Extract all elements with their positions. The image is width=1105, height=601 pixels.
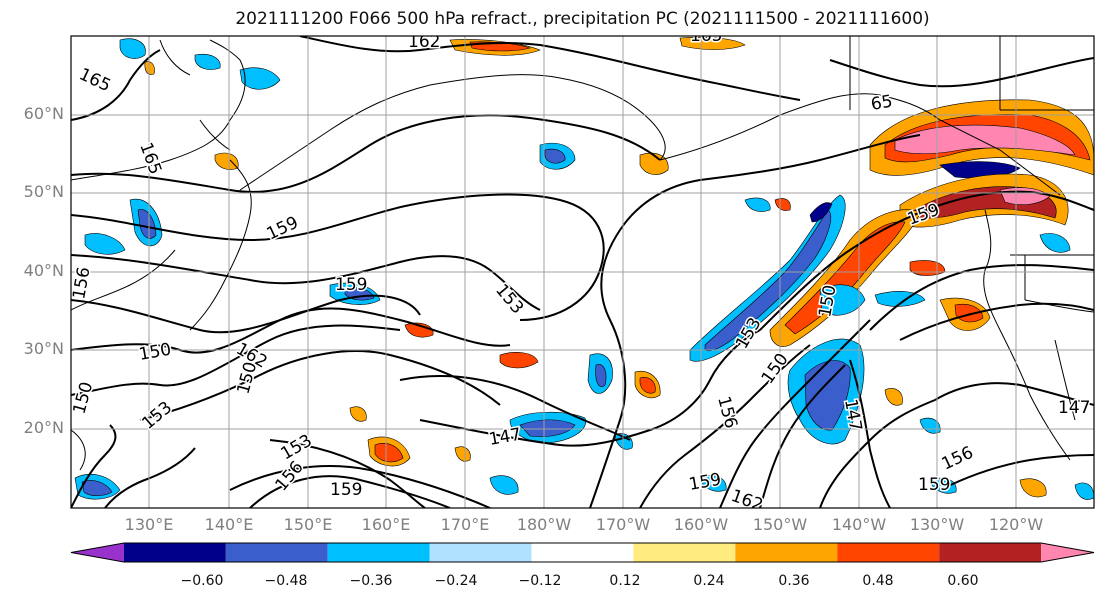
colorbar-segment [837, 543, 940, 562]
colorbar-segment [633, 543, 736, 562]
colorbar-segment [225, 543, 328, 562]
contour-label: 162 [408, 32, 440, 52]
colorbar-tick-label: 0.36 [778, 573, 810, 589]
colorbar-tick-label: 0.12 [609, 573, 641, 589]
lon-label: 130°E [124, 515, 174, 534]
map-title: 2021111200 F066 500 hPa refract., precip… [235, 9, 930, 29]
colorbar-tick-label: −0.24 [434, 573, 478, 589]
colorbar-tick-label: 0.60 [947, 573, 979, 589]
lon-label: 160°E [361, 515, 411, 534]
lon-label: 150°W [752, 515, 808, 534]
contour-label: 159 [330, 480, 362, 500]
contour-label: 65 [869, 91, 894, 114]
lon-label: 170°W [595, 515, 651, 534]
lon-label: 140°E [204, 515, 254, 534]
lat-label: 50°N [23, 182, 64, 201]
lon-label: 150°E [283, 515, 333, 534]
contour-label: 159 [687, 470, 722, 495]
colorbar [70, 542, 1095, 563]
colorbar-segment [735, 543, 838, 562]
lon-label: 170°E [440, 515, 490, 534]
colorbar-segment [71, 543, 124, 562]
lat-label: 20°N [23, 418, 64, 437]
colorbar-tick-label: −0.36 [349, 573, 393, 589]
refractivity-contours [71, 36, 1094, 508]
colorbar-tick-label: 0.24 [693, 573, 725, 589]
contour-label: 159 [918, 475, 950, 495]
colorbar-tick-label: 0.48 [862, 573, 894, 589]
lon-label: 140°W [831, 515, 887, 534]
colorbar-tick-label: −0.60 [180, 573, 224, 589]
lat-label: 30°N [23, 339, 64, 358]
colorbar-segment [1041, 543, 1094, 562]
colorbar-outline [70, 542, 1095, 563]
lon-label: 120°W [988, 515, 1044, 534]
lon-label: 180°W [516, 515, 572, 534]
colorbar-segment [429, 543, 532, 562]
graticule [71, 36, 1094, 508]
lon-label: 130°W [909, 515, 965, 534]
colorbar-segment [123, 543, 226, 562]
map-frame [70, 35, 1095, 509]
contour-label: 159 [335, 275, 367, 295]
lat-label: 60°N [23, 104, 64, 123]
colorbar-segment [939, 543, 1042, 562]
precipitation-shading [74, 36, 1094, 500]
contour-label: 147 [1058, 398, 1090, 418]
colorbar-segment [327, 543, 430, 562]
contour-label: 165 [690, 26, 722, 46]
colorbar-tick-label: −0.48 [264, 573, 308, 589]
colorbar-segment [531, 543, 634, 562]
lon-label: 160°W [673, 515, 729, 534]
colorbar-tick-label: −0.12 [518, 573, 562, 589]
lat-label: 40°N [23, 261, 64, 280]
